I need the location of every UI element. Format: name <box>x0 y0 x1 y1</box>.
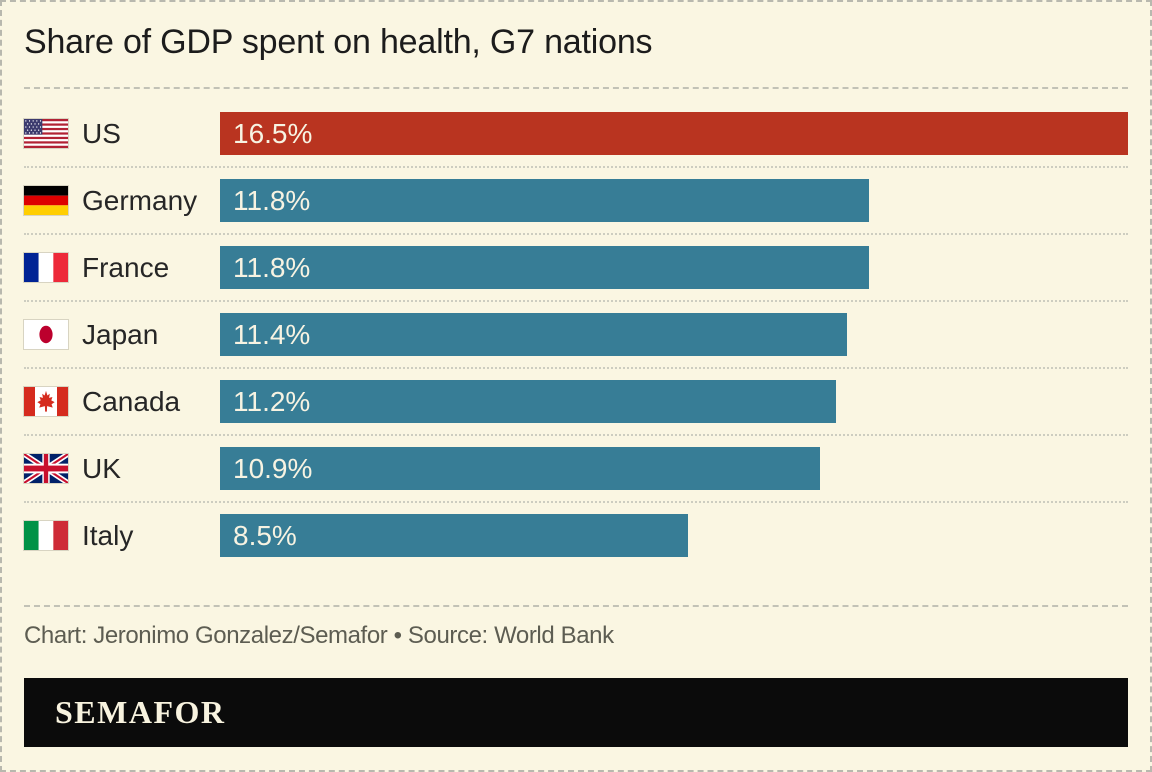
bar: 8.5% <box>220 514 688 557</box>
bar-value-label: 11.2% <box>233 385 311 417</box>
bar-track: 11.4% <box>220 313 1128 356</box>
chart-row: France 11.8% <box>24 233 1128 300</box>
bar-chart: US 16.5% Germany 11.8% France 11.8% <box>24 89 1128 568</box>
chart-row: Japan 11.4% <box>24 300 1128 367</box>
france-flag-icon <box>24 253 68 282</box>
bar-value-label: 8.5% <box>233 519 297 551</box>
bar: 11.2% <box>220 380 837 423</box>
country-label: Germany <box>82 184 198 216</box>
bar-value-label: 11.8% <box>233 251 311 283</box>
bar-rows: US 16.5% Germany 11.8% France 11.8% <box>24 101 1128 568</box>
credits-line: Chart: Jeronimo Gonzalez/Semafor • Sourc… <box>24 622 614 649</box>
chart-row: Canada 11.2% <box>24 367 1128 434</box>
bar-track: 10.9% <box>220 447 1128 490</box>
germany-flag-icon <box>24 186 68 215</box>
credits-section: Chart: Jeronimo Gonzalez/Semafor • Sourc… <box>24 605 1128 650</box>
uk-flag-icon <box>24 454 68 483</box>
bar-value-label: 11.8% <box>233 184 311 216</box>
italy-flag-icon <box>24 521 68 550</box>
chart-row: US 16.5% <box>24 101 1128 166</box>
chart-title: Share of GDP spent on health, G7 nations <box>24 23 653 61</box>
semafor-footer-bar: SEMAFOR <box>24 678 1128 747</box>
bar: 16.5% <box>220 112 1128 155</box>
canada-flag-icon <box>24 387 68 416</box>
semafor-logo: SEMAFOR <box>55 694 226 730</box>
bar-track: 11.8% <box>220 246 1128 289</box>
bar-value-label: 16.5% <box>233 117 313 149</box>
bar-value-label: 11.4% <box>233 318 311 350</box>
bar: 11.8% <box>220 179 870 222</box>
country-label: Japan <box>82 318 159 350</box>
header: Share of GDP spent on health, G7 nations <box>24 2 1128 89</box>
chart-row: Germany 11.8% <box>24 166 1128 233</box>
country-label: UK <box>82 452 121 484</box>
bar-value-label: 10.9% <box>233 452 313 484</box>
chart-row: Italy 8.5% <box>24 501 1128 568</box>
us-flag-icon <box>24 119 68 148</box>
bar: 11.4% <box>220 313 848 356</box>
country-label: Italy <box>82 519 134 551</box>
bar-track: 16.5% <box>220 112 1128 155</box>
japan-flag-icon <box>24 320 68 349</box>
chart-row: UK 10.9% <box>24 434 1128 501</box>
bar: 11.8% <box>220 246 870 289</box>
country-label: US <box>82 117 121 149</box>
bar-track: 11.2% <box>220 380 1128 423</box>
bar-track: 8.5% <box>220 514 1128 557</box>
country-label: Canada <box>82 385 181 417</box>
country-label: France <box>82 251 170 283</box>
bar-track: 11.8% <box>220 179 1128 222</box>
bar: 10.9% <box>220 447 820 490</box>
